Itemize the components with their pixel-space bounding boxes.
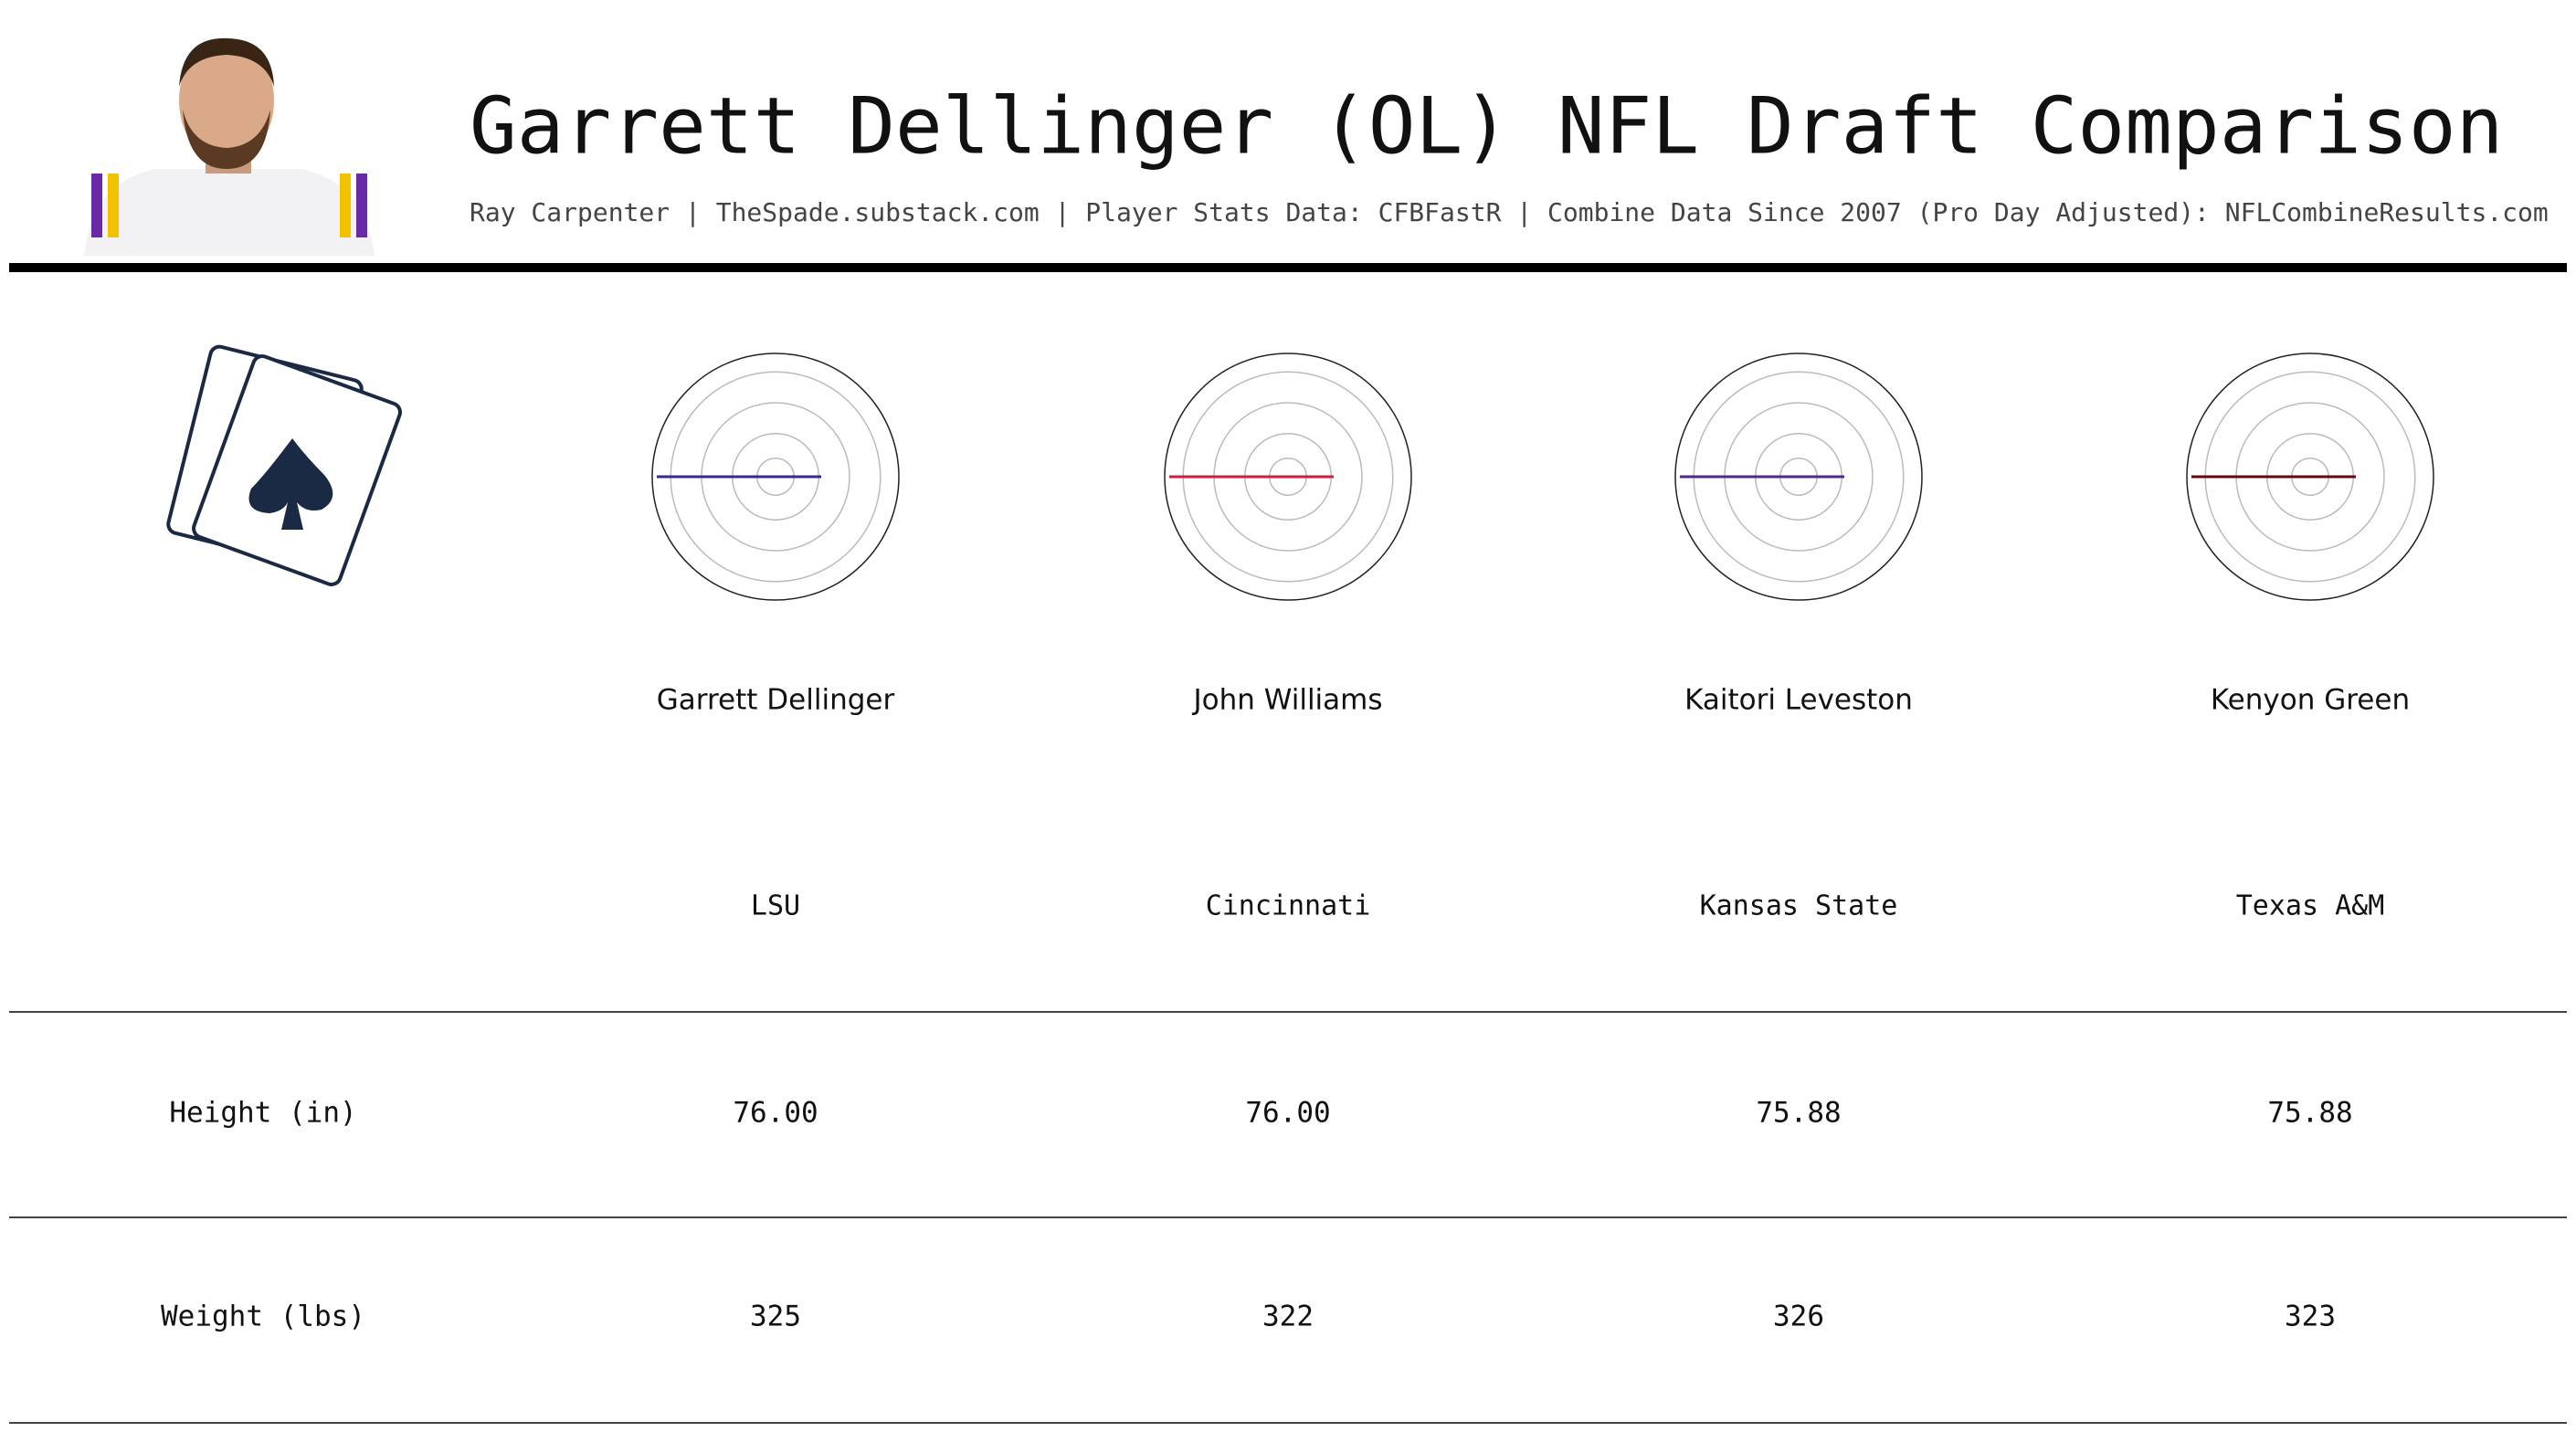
radar-ring <box>2186 353 2434 601</box>
player-school: Kansas State <box>1700 890 1898 922</box>
cell: 326 <box>1773 1300 1824 1333</box>
logo <box>166 344 402 586</box>
radar-ring <box>651 353 900 601</box>
player-name: Kenyon Green <box>2211 684 2410 717</box>
header-rule <box>9 263 2567 272</box>
cell: 75.88 <box>1756 1097 1841 1130</box>
player-school: Texas A&M <box>2236 890 2385 922</box>
player-name: John Williams <box>1191 684 1382 717</box>
subtitle: Ray Carpenter | TheSpade.substack.com | … <box>470 197 2549 227</box>
cell: 325 <box>750 1300 801 1333</box>
cell: 76.00 <box>733 1097 818 1130</box>
radar <box>2186 353 2434 601</box>
player-name: Garrett Dellinger <box>657 684 895 717</box>
cell: 76.00 <box>1245 1097 1330 1130</box>
row-label: Weight (lbs) <box>161 1300 365 1333</box>
player-name: Kaitori Leveston <box>1684 684 1913 717</box>
cell: 323 <box>2285 1300 2336 1333</box>
radar-ring <box>1164 353 1412 601</box>
cell: 75.88 <box>2267 1097 2352 1130</box>
radar-ring <box>1674 353 1923 601</box>
player-school: LSU <box>751 890 800 922</box>
radar <box>651 353 900 601</box>
row-label: Height (in) <box>169 1097 356 1130</box>
radar <box>1164 353 1412 601</box>
title: Garrett Dellinger (OL) NFL Draft Compari… <box>470 80 2503 172</box>
player-school: Cincinnati <box>1206 890 1371 922</box>
player-photo <box>84 37 375 256</box>
cell: 322 <box>1262 1300 1314 1333</box>
radar <box>1674 353 1923 601</box>
